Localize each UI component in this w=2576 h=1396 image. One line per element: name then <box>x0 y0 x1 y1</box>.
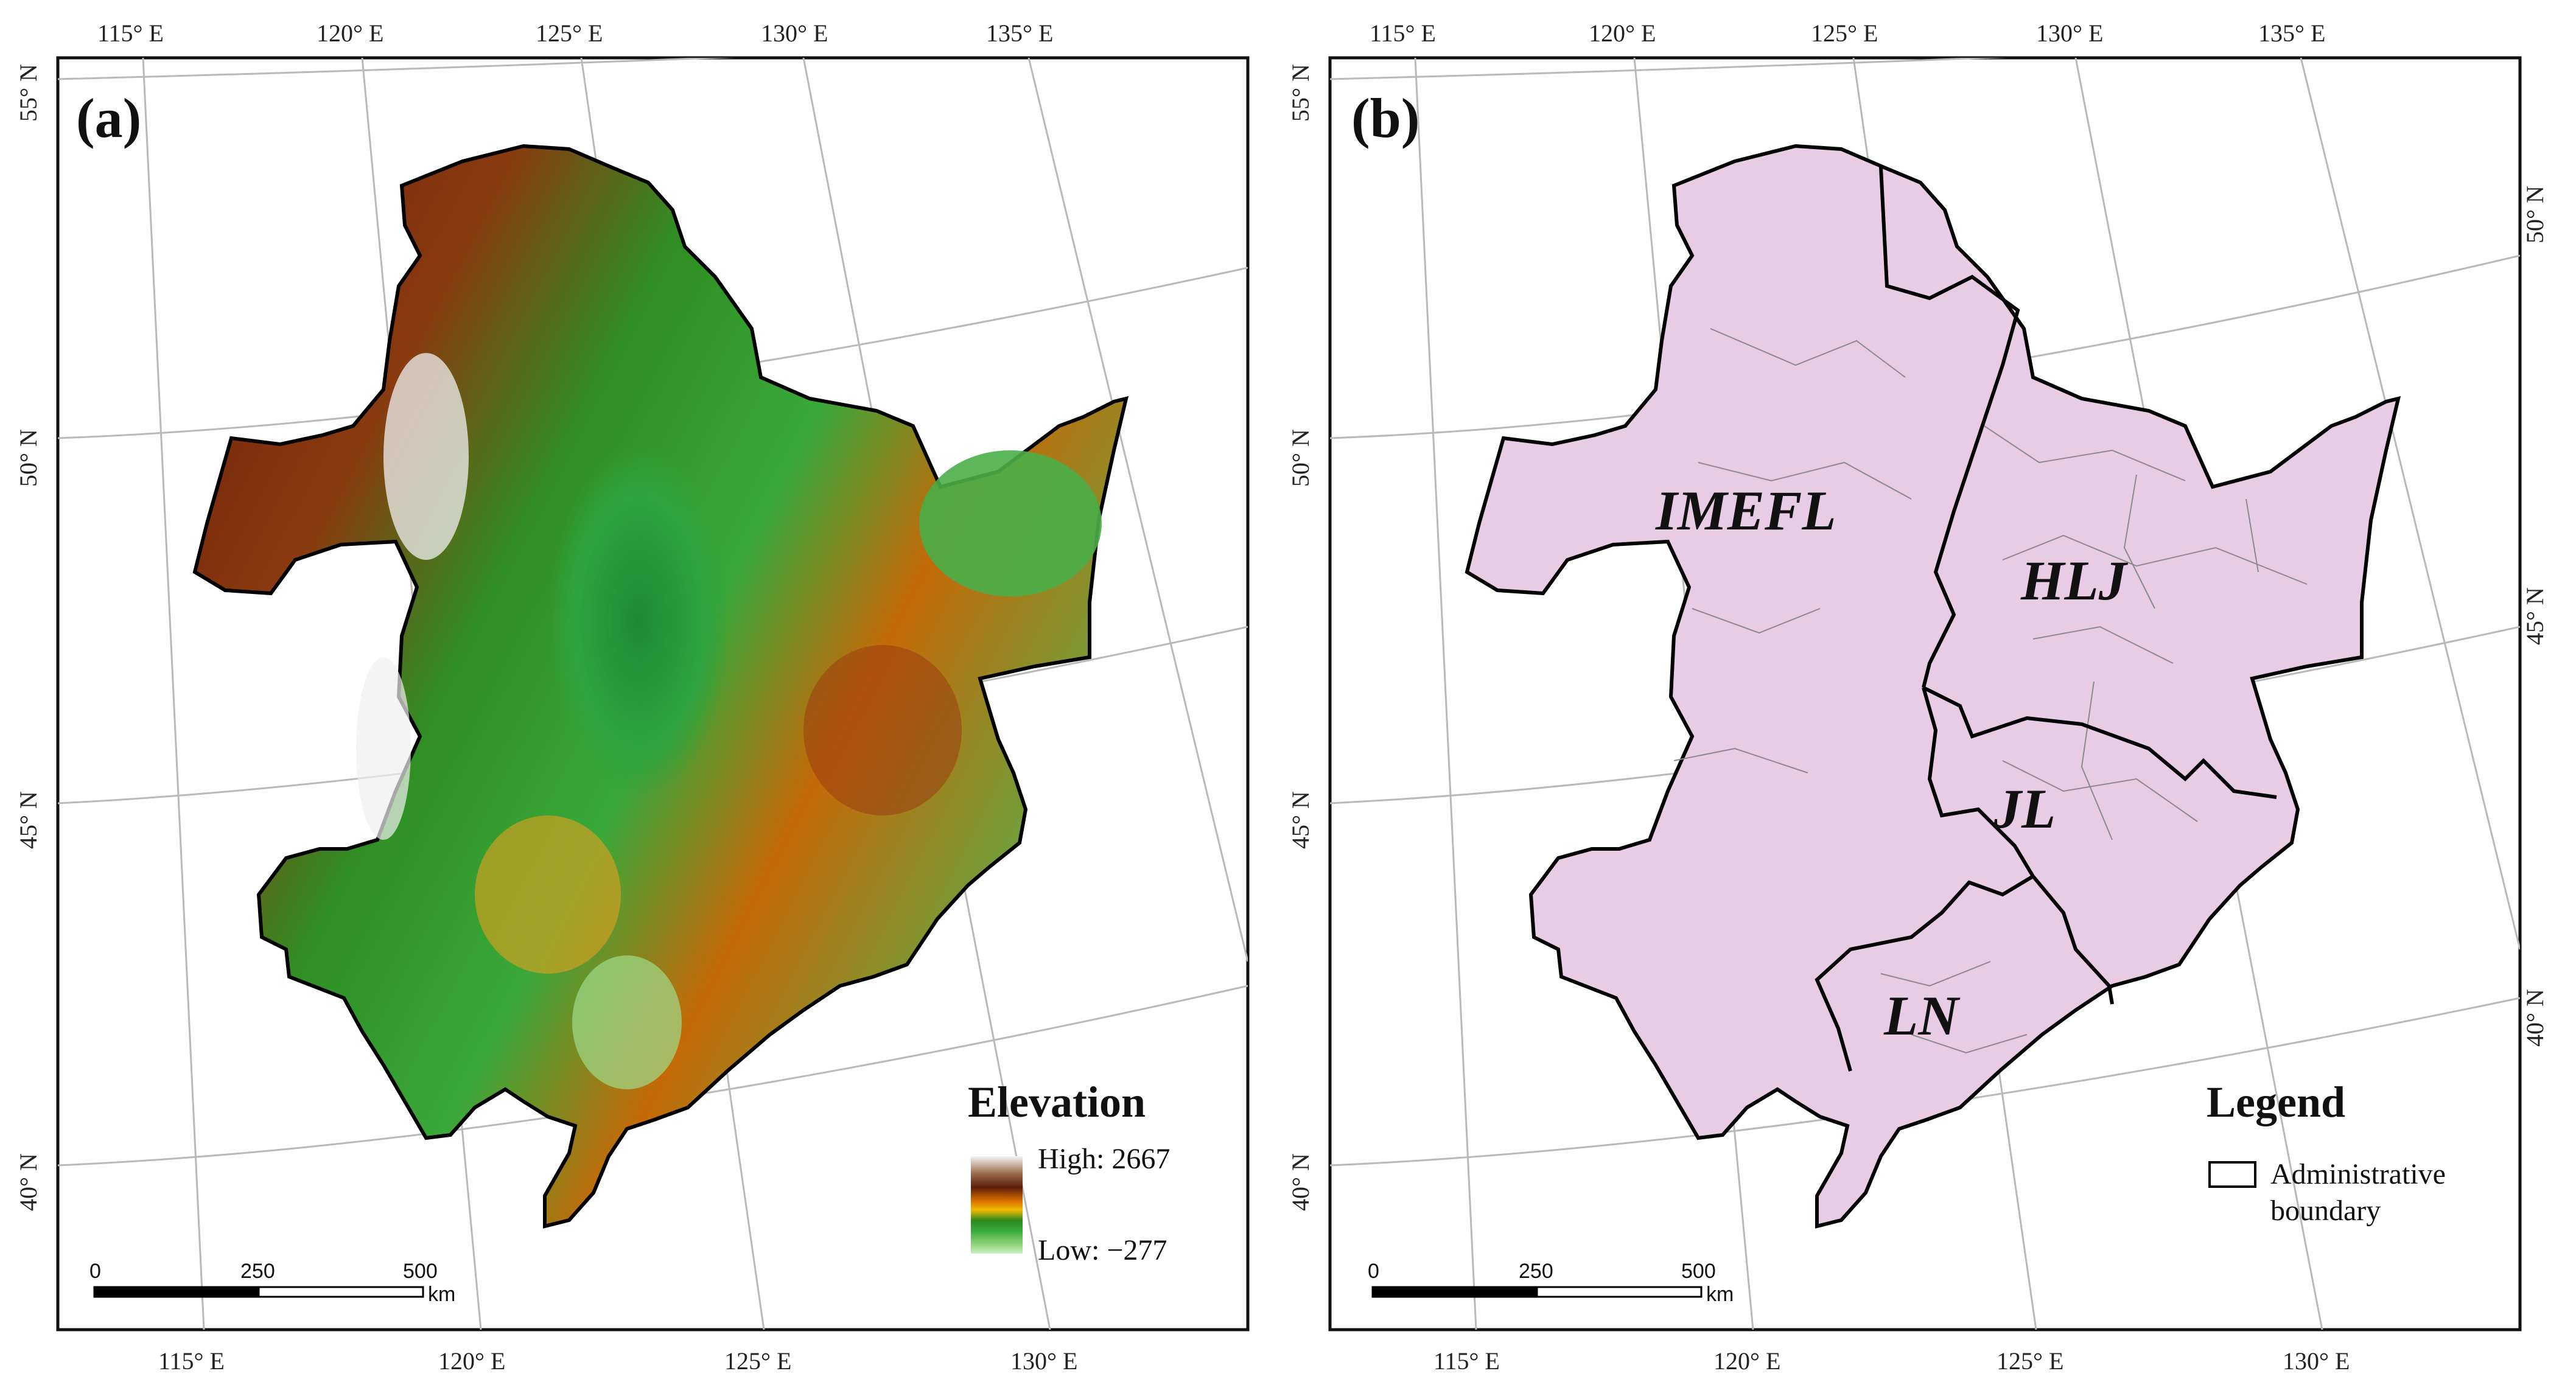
scale-bar-a: 0 250 500 km <box>89 1260 455 1306</box>
elevation-map <box>195 146 1126 1226</box>
tick-label: 40° N <box>2521 989 2549 1047</box>
scale-unit: km <box>1706 1283 1734 1306</box>
county-boundaries <box>1673 328 2308 1054</box>
tick-label: 40° N <box>15 1153 42 1211</box>
liaodong-lowland <box>572 955 682 1089</box>
elevation-legend: Elevation High: 2667 Low: −277 <box>968 1078 1170 1266</box>
tick-label: 50° N <box>2521 186 2549 243</box>
region-label-jl: JL <box>1993 778 2056 840</box>
tick-label: 120° E <box>317 19 383 47</box>
panel-a: (a) 115° E 120° E 125° E 130° E 135° E 1… <box>15 19 1250 1375</box>
top-ticks-b: 115° E 120° E 125° E 130° E 135° E <box>1370 19 2325 47</box>
tick-label: 130° E <box>761 19 828 47</box>
tick-label: 40° N <box>1287 1153 1314 1211</box>
legend-title: Elevation <box>968 1078 1146 1126</box>
tick-label: 45° N <box>2521 587 2549 645</box>
scale-bar-b: 0 250 500 km <box>1368 1260 1734 1306</box>
tick-label: 135° E <box>2258 19 2325 47</box>
highland-snow-south <box>356 657 411 840</box>
tick-label: 45° N <box>15 791 42 849</box>
region-label-hlj: HLJ <box>2020 550 2129 612</box>
top-ticks-a: 115° E 120° E 125° E 130° E 135° E <box>97 19 1053 47</box>
tick-label: 55° N <box>15 64 42 122</box>
tick-label: 130° E <box>2036 19 2103 47</box>
tick-label: 115° E <box>1433 1347 1500 1375</box>
scale-bar-black <box>93 1286 260 1298</box>
bottom-ticks-a: 115° E 120° E 125° E 130° E <box>158 1347 1077 1375</box>
scale-label: 500 <box>1681 1260 1716 1283</box>
tick-label: 115° E <box>1370 19 1436 47</box>
tick-label: 115° E <box>97 19 164 47</box>
scale-label: 250 <box>240 1260 275 1283</box>
legend-item-label: boundary <box>2270 1195 2381 1227</box>
province-boundaries <box>1815 167 2277 1072</box>
tick-label: 125° E <box>1811 19 1878 47</box>
sanjiang-plain <box>919 450 1102 596</box>
region-label-ln: LN <box>1883 985 1961 1047</box>
tick-label: 115° E <box>158 1347 225 1375</box>
scale-label: 0 <box>89 1260 101 1283</box>
legend-item-label: Administrative <box>2270 1158 2446 1190</box>
scale-bar-black <box>1371 1286 1538 1298</box>
tick-label: 120° E <box>1589 19 1656 47</box>
tick-label: 55° N <box>1287 64 1314 122</box>
scale-bar-white <box>1536 1286 1703 1298</box>
tick-label: 120° E <box>438 1347 505 1375</box>
left-ticks-a: 55° N 50° N 45° N 40° N <box>15 64 42 1211</box>
scale-label: 500 <box>403 1260 438 1283</box>
scale-label: 250 <box>1519 1260 1553 1283</box>
tick-label: 130° E <box>2283 1347 2350 1375</box>
legend-swatch <box>2208 1161 2256 1188</box>
liao-river-area <box>475 815 621 974</box>
region-label-imefl: IMEFL <box>1655 480 1836 542</box>
right-ticks-b: 50° N 45° N 40° N <box>2521 186 2549 1047</box>
elevation-color-ramp <box>971 1156 1023 1254</box>
tick-label: 125° E <box>536 19 603 47</box>
tick-label: 125° E <box>1997 1347 2063 1375</box>
tick-label: 135° E <box>986 19 1053 47</box>
panel-a-label: (a) <box>76 87 141 149</box>
admin-legend: Legend Administrative boundary <box>2207 1078 2446 1227</box>
legend-high-label: High: 2667 <box>1038 1143 1170 1175</box>
scale-bar-white <box>257 1286 424 1298</box>
scale-unit: km <box>428 1283 455 1306</box>
panel-b: (b) IMEFL HLJ JL LN 115° E 120° E 125° E… <box>1287 19 2549 1375</box>
scale-label: 0 <box>1368 1260 1379 1283</box>
left-ticks-b: 55° N 50° N 45° N 40° N <box>1287 64 1314 1211</box>
legend-title: Legend <box>2207 1078 2345 1126</box>
highland-snow-north <box>383 353 469 560</box>
tick-label: 130° E <box>1010 1347 1077 1375</box>
tick-label: 50° N <box>15 429 42 487</box>
admin-map <box>1467 146 2398 1226</box>
tick-label: 120° E <box>1713 1347 1780 1375</box>
songnen-plain <box>548 444 730 797</box>
changbai-mountains <box>803 645 962 815</box>
tick-label: 50° N <box>1287 429 1314 487</box>
panel-b-label: (b) <box>1351 87 1419 149</box>
legend-low-label: Low: −277 <box>1038 1234 1167 1266</box>
tick-label: 45° N <box>1287 791 1314 849</box>
tick-label: 125° E <box>724 1347 791 1375</box>
bottom-ticks-b: 115° E 120° E 125° E 130° E <box>1433 1347 2350 1375</box>
